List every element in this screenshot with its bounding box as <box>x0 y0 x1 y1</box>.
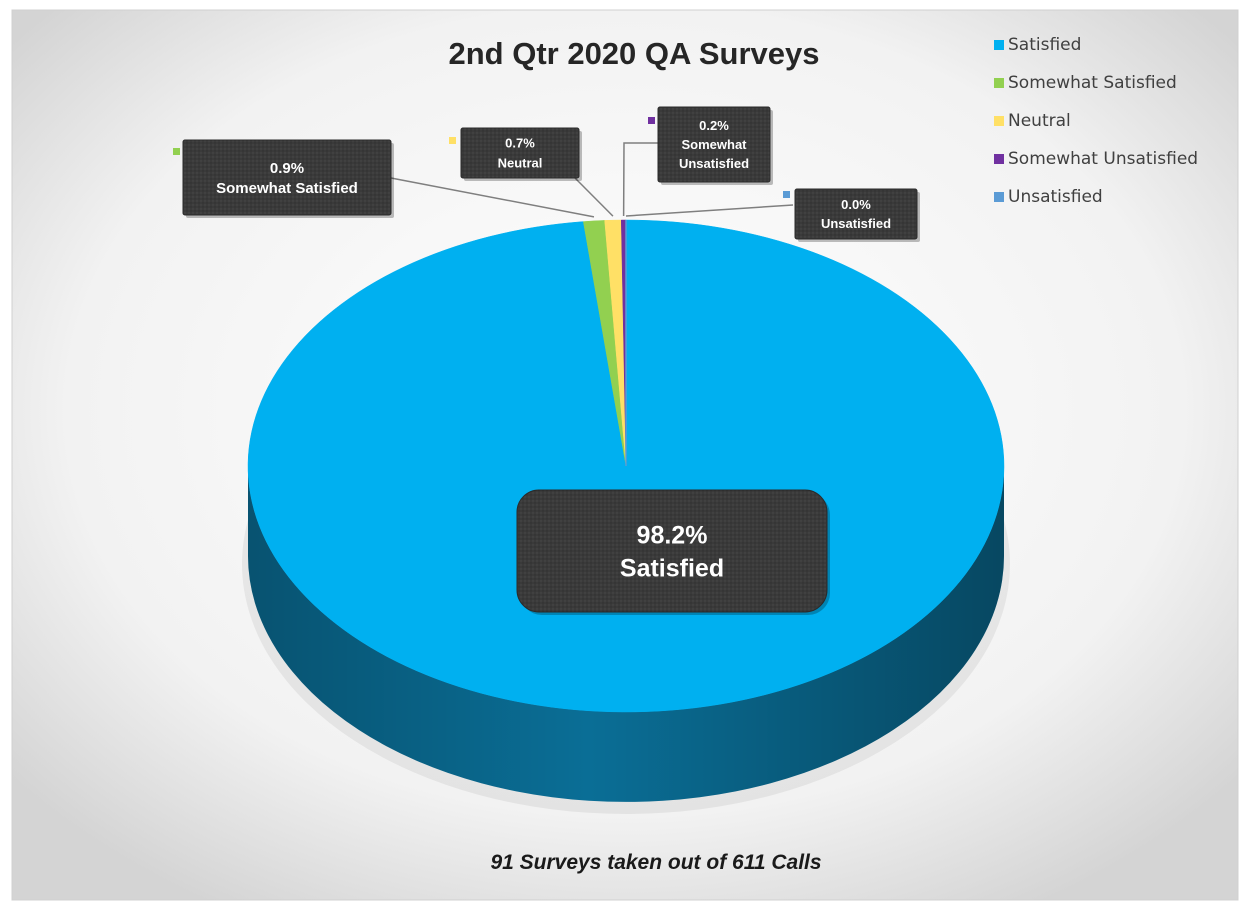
data-label-category-somewhat-unsatisfied: Somewhat <box>681 137 747 152</box>
callout-marker-unsatisfied <box>783 191 790 198</box>
callout-box-somewhat-satisfied <box>182 139 392 216</box>
callout-marker-neutral <box>449 137 456 144</box>
leader-line-neutral <box>574 177 614 217</box>
data-label-value-somewhat-unsatisfied: 0.2% <box>699 118 729 133</box>
legend-label-satisfied: Satisfied <box>1008 35 1081 55</box>
callout-marker-satisfied <box>497 507 504 514</box>
data-label-value-somewhat-satisfied: 0.9% <box>270 160 304 177</box>
data-label-value-unsatisfied: 0.0% <box>841 197 871 212</box>
legend-entry-somewhat-unsatisfied[interactable]: Somewhat Unsatisfied <box>994 149 1198 169</box>
legend-entry-somewhat-satisfied[interactable]: Somewhat Satisfied <box>994 73 1177 93</box>
legend-entry-neutral[interactable]: Neutral <box>994 111 1071 131</box>
data-label-value-satisfied: 98.2% <box>637 522 708 550</box>
pie-side-shade-satisfied <box>248 466 1004 802</box>
legend-entry-satisfied[interactable]: Satisfied <box>994 35 1081 55</box>
legend-swatch-neutral <box>994 116 1004 126</box>
callout-marker-somewhat-satisfied <box>173 148 180 155</box>
callout-box-neutral <box>460 127 580 179</box>
legend-swatch-satisfied <box>994 40 1004 50</box>
leader-line-unsatisfied <box>625 204 794 217</box>
data-label-category-neutral: Neutral <box>498 156 543 171</box>
data-label-category-unsatisfied: Unsatisfied <box>821 216 891 231</box>
legend-swatch-unsatisfied <box>994 192 1004 202</box>
callout-box-somewhat-unsatisfied <box>657 106 771 183</box>
legend-swatch-somewhat-satisfied <box>994 78 1004 88</box>
chart-title: 2nd Qtr 2020 QA Surveys <box>448 36 819 71</box>
data-label-value-neutral: 0.7% <box>505 136 535 151</box>
chart-caption: 91 Surveys taken out of 611 Calls <box>490 851 821 874</box>
legend-entry-unsatisfied[interactable]: Unsatisfied <box>994 187 1103 207</box>
data-label-category-somewhat-unsatisfied: Unsatisfied <box>679 156 749 171</box>
legend-label-somewhat-unsatisfied: Somewhat Unsatisfied <box>1008 149 1198 169</box>
leader-line-somewhat-unsatisfied <box>622 142 658 217</box>
callout-marker-somewhat-unsatisfied <box>648 117 655 124</box>
data-label-category-satisfied: Satisfied <box>620 555 724 583</box>
legend-label-unsatisfied: Unsatisfied <box>1008 187 1103 207</box>
legend-label-somewhat-satisfied: Somewhat Satisfied <box>1008 73 1177 93</box>
callout-box-satisfied <box>516 489 828 613</box>
data-label-category-somewhat-satisfied: Somewhat Satisfied <box>216 180 358 197</box>
leader-line-somewhat-satisfied <box>390 177 595 218</box>
legend-swatch-somewhat-unsatisfied <box>994 154 1004 164</box>
legend-label-neutral: Neutral <box>1008 111 1071 131</box>
callout-box-unsatisfied <box>794 188 918 240</box>
